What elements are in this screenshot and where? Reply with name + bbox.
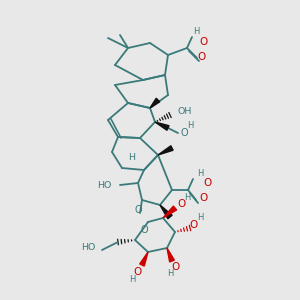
Text: O: O	[199, 193, 207, 203]
Polygon shape	[140, 252, 148, 266]
Text: O: O	[203, 178, 211, 188]
Text: O: O	[171, 262, 179, 272]
Text: H: H	[167, 268, 173, 278]
Text: O: O	[198, 52, 206, 62]
Text: O: O	[177, 199, 185, 209]
Text: O: O	[140, 225, 148, 235]
Text: H: H	[193, 28, 199, 37]
Text: H: H	[197, 214, 203, 223]
Text: O: O	[180, 128, 188, 138]
Text: O: O	[200, 37, 208, 47]
Text: O: O	[134, 205, 142, 215]
Text: H: H	[184, 194, 190, 202]
Polygon shape	[163, 206, 177, 218]
Text: HO: HO	[98, 181, 112, 190]
Text: H: H	[128, 152, 136, 161]
Polygon shape	[167, 248, 174, 262]
Polygon shape	[150, 98, 160, 108]
Text: H: H	[129, 274, 135, 284]
Polygon shape	[155, 122, 169, 130]
Polygon shape	[158, 146, 173, 155]
Text: O: O	[190, 220, 198, 230]
Text: H: H	[187, 122, 193, 130]
Text: OH: OH	[178, 107, 192, 116]
Text: H: H	[197, 169, 203, 178]
Text: HO: HO	[82, 244, 96, 253]
Polygon shape	[160, 205, 172, 219]
Text: O: O	[134, 267, 142, 277]
